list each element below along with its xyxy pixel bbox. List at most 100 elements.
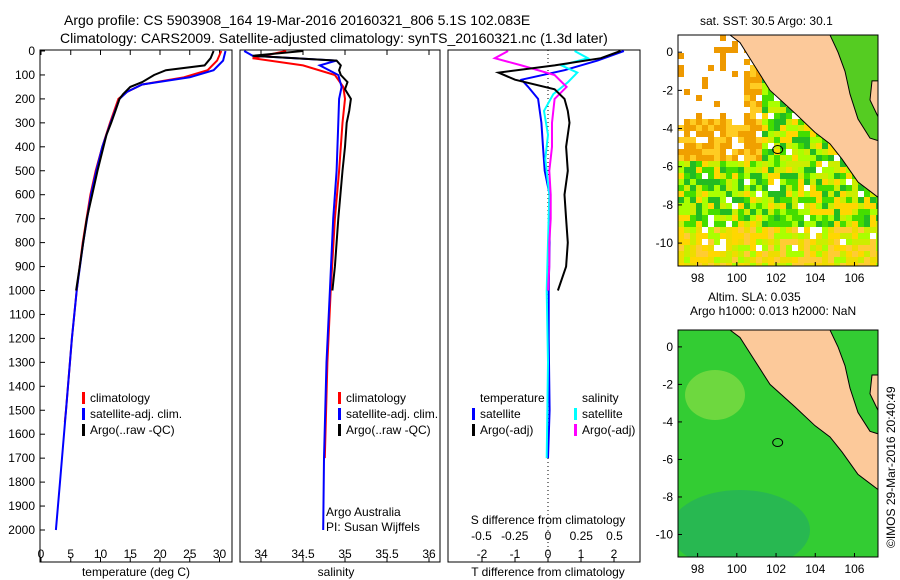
sst-cell [858, 197, 864, 203]
sst-cell [690, 35, 696, 41]
sst-cell [876, 227, 878, 233]
sst-cell [792, 209, 798, 215]
sst-cell [798, 167, 804, 173]
sst-cell [726, 143, 732, 149]
sst-cell [702, 209, 708, 215]
sst-cell [678, 107, 684, 113]
sst-cell [678, 149, 684, 155]
sst-cell [750, 221, 756, 227]
sst-cell [696, 185, 702, 191]
sst-cell [750, 203, 756, 209]
sst-cell [822, 167, 828, 173]
sst-cell [840, 221, 846, 227]
sst-cell [774, 179, 780, 185]
sst-cell [798, 179, 804, 185]
sst-cell [816, 173, 822, 179]
sst-cell [774, 107, 780, 113]
sst-cell [738, 53, 744, 59]
sst-cell [702, 65, 708, 71]
sst-cell [696, 71, 702, 77]
sst-cell [732, 215, 738, 221]
sst-cell [678, 125, 684, 131]
sst-cell [798, 239, 804, 245]
sst-cell [744, 167, 750, 173]
sst-cell [726, 155, 732, 161]
sst-cell [738, 149, 744, 155]
sst-cell [696, 227, 702, 233]
salinity-legend-label: satellite-adj. clim. [346, 407, 438, 421]
sst-cell [774, 173, 780, 179]
sst-cell [858, 227, 864, 233]
sst-cell [810, 257, 816, 263]
sst-cell [732, 119, 738, 125]
sst-cell [702, 113, 708, 119]
sst-cell [726, 251, 732, 257]
sst-cell [690, 83, 696, 89]
sst-cell [678, 167, 684, 173]
sst-cell [786, 233, 792, 239]
y-tick-label: 200 [15, 92, 35, 106]
sst-cell [852, 221, 858, 227]
sst-cell [762, 191, 768, 197]
sst-cell [726, 113, 732, 119]
sst-cell [768, 197, 774, 203]
sst-cell [756, 233, 762, 239]
sst-cell [726, 209, 732, 215]
sst-cell [720, 101, 726, 107]
sst-cell [804, 131, 810, 137]
sst-cell [708, 125, 714, 131]
sst-cell [780, 251, 786, 257]
sst-cell [762, 131, 768, 137]
y-tick-label: 300 [15, 116, 35, 130]
sst-cell [678, 131, 684, 137]
sst-cell [852, 203, 858, 209]
sst-cell [780, 107, 786, 113]
sst-cell [840, 179, 846, 185]
sst-cell [762, 173, 768, 179]
sst-cell [696, 239, 702, 245]
sst-cell [792, 257, 798, 263]
sst-cell [720, 35, 726, 41]
sst-cell [684, 119, 690, 125]
sst-cell [690, 161, 696, 167]
lon-tick-label: 104 [805, 271, 825, 285]
sst-cell [804, 245, 810, 251]
sst-cell [840, 251, 846, 257]
sst-cell [750, 71, 756, 77]
sst-cell [690, 209, 696, 215]
sst-cell [732, 137, 738, 143]
sst-cell [714, 47, 720, 53]
sst-cell [786, 203, 792, 209]
land-bangka [869, 374, 878, 412]
sst-cell [738, 77, 744, 83]
sst-cell [750, 113, 756, 119]
sst-cell [786, 131, 792, 137]
sst-cell [816, 137, 822, 143]
sst-cell [714, 245, 720, 251]
sst-cell [846, 245, 852, 251]
sst-cell [750, 197, 756, 203]
sst-cell [810, 161, 816, 167]
sst-cell [768, 227, 774, 233]
sst-cell [846, 203, 852, 209]
sst-cell [774, 167, 780, 173]
sst-cell [714, 113, 720, 119]
sst-cell [852, 191, 858, 197]
y-tick-label: 1100 [9, 307, 35, 321]
sst-cell [756, 203, 762, 209]
sst-cell [756, 95, 762, 101]
sst-cell [744, 221, 750, 227]
sst-cell [792, 119, 798, 125]
sst-cell [738, 113, 744, 119]
sst-cell [822, 251, 828, 257]
t-legend-header: temperature [480, 391, 545, 405]
sst-cell [714, 107, 720, 113]
sst-cell [762, 197, 768, 203]
sst-cell [768, 251, 774, 257]
sst-cell [804, 257, 810, 263]
sst-cell [852, 233, 858, 239]
sst-cell [732, 71, 738, 77]
sst-cell [822, 191, 828, 197]
sst-cell [690, 197, 696, 203]
